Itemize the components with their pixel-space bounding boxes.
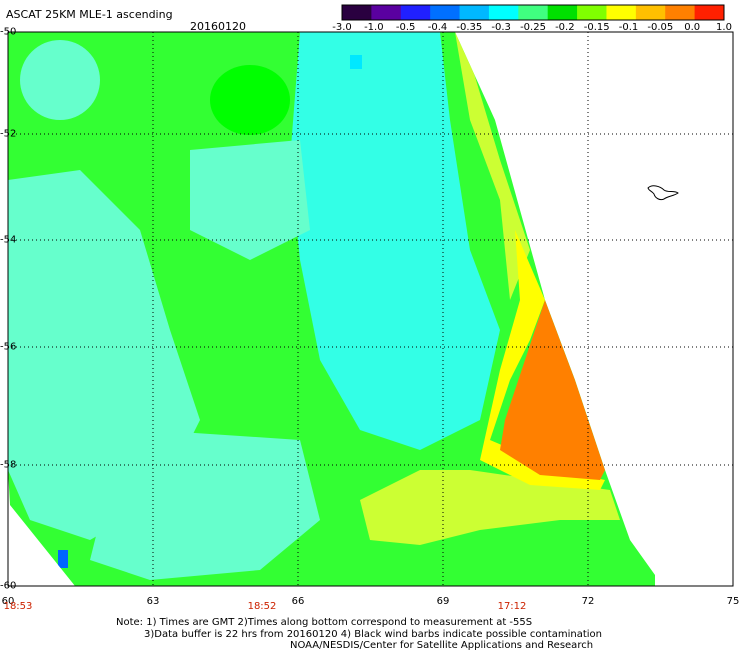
colorbar-segment [430,5,461,20]
latitude-tick-label: -50 [0,26,17,38]
colorbar-segment [488,5,519,20]
green-patch [210,65,290,135]
colorbar-tick-label: 0.0 [684,22,701,33]
colorbar-tick-label: -0.05 [647,22,674,33]
longitude-tick-label: 66 [291,596,305,607]
longitude-tick-label: 75 [726,596,740,607]
longitude-tick-label: 72 [581,596,595,607]
blue-speck [58,550,68,568]
time-tick-label: 18:52 [247,601,277,612]
map-title: ASCAT 25KM MLE-1 ascending [6,8,173,21]
time-tick-label: 17:12 [497,601,527,612]
colorbar-segment [635,5,666,20]
aqua-region-mid [190,140,310,260]
island-outline [647,185,679,201]
colorbar-segment [547,5,578,20]
time-tick-label: 18:53 [3,601,33,612]
plot-frame [7,31,734,587]
latitude-tick-label: -52 [0,128,17,140]
colorbar-segment [342,5,372,20]
swath-fields [8,32,620,580]
cyan-region [290,32,500,450]
latitude-tick-label: -60 [0,580,17,592]
latitude-tick-label: -56 [0,341,17,353]
longitude-tick-label: 63 [146,596,160,607]
note-line-2: 3)Data buffer is 22 hrs from 20160120 4)… [144,629,602,640]
colorbar-segment [371,5,402,20]
colorbar-tick-label: -0.35 [456,22,483,33]
colorbar-tick-label: -3.0 [332,22,352,33]
colorbar-frame [341,4,725,21]
cyan-speck [350,55,362,69]
aqua-region-south [90,430,320,580]
colorbar-tick-label: -0.25 [520,22,546,33]
map-date: 20160120 [190,20,246,33]
colorbar-segment [665,5,696,20]
colorbar-segment [694,5,725,20]
colorbar-tick-label: -0.4 [427,22,448,33]
latitude-tick-label: -58 [0,459,17,471]
colorbar-tick-label: -0.3 [491,22,511,33]
colorbar-segment [518,5,549,20]
orange-core [500,300,605,480]
colorbar-tick-label: -0.5 [395,22,416,33]
colorbar-tick-label: -1.0 [364,22,384,33]
colorbar-tick-label: 1.0 [716,22,732,33]
colorbar-tick-label: -0.1 [618,22,639,33]
aqua-region-north [20,40,100,120]
colorbar-segment [577,5,607,20]
yellowgreen-edge [455,32,530,300]
colorbar-segment [459,5,490,20]
latitude-tick-label: -54 [0,234,17,246]
yellowgreen-band [360,470,620,545]
longitude-tick-label: 69 [436,596,450,607]
longitude-tick-label: 60 [1,596,15,607]
colorbar-tick-label: -0.15 [583,22,610,33]
colorbar-segment [400,5,431,20]
yellow-ridge [480,230,605,490]
colorbar-tick-label: -0.2 [555,22,575,33]
note-line-3: NOAA/NESDIS/Center for Satellite Applica… [290,640,594,651]
colorbar-segment [606,5,637,20]
note-line-1: Note: 1) Times are GMT 2)Times along bot… [116,617,533,628]
